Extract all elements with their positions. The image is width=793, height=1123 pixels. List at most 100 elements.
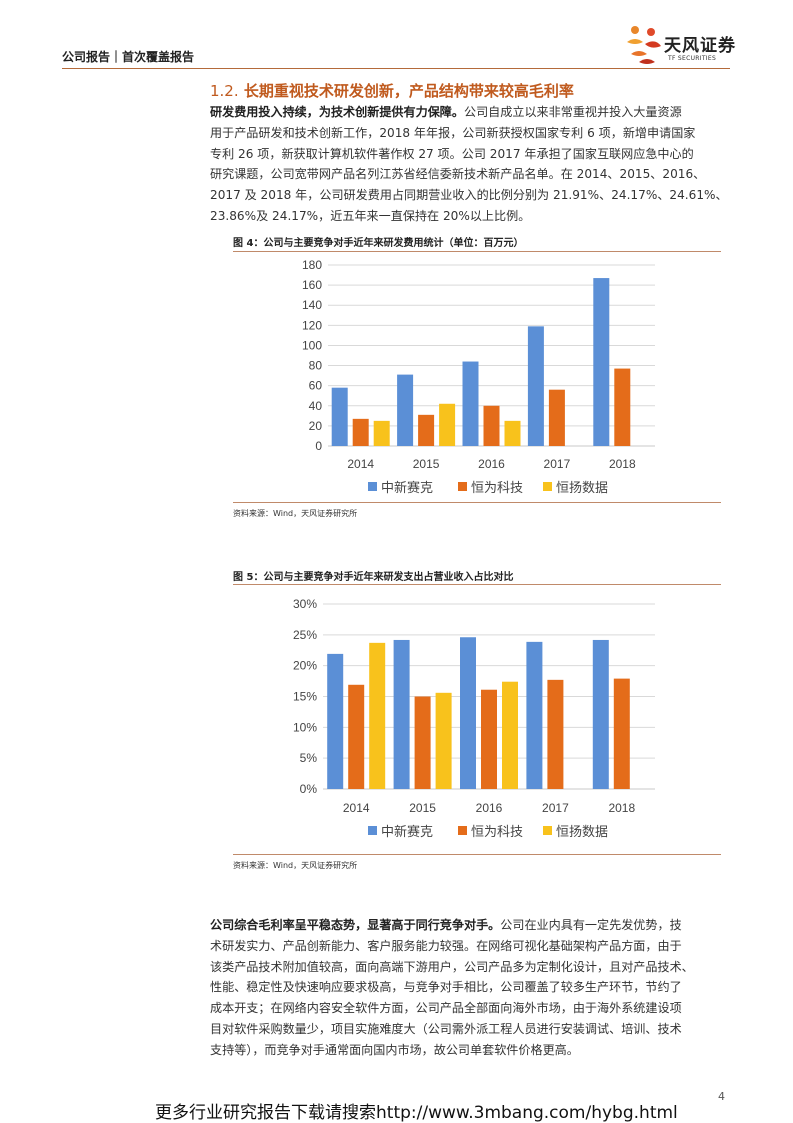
y-tick-label: 20 — [309, 419, 323, 433]
bar-2014-0 — [327, 653, 344, 789]
x-tick-label: 2017 — [542, 801, 569, 815]
paragraph-line: 性能、稳定性及快速响应要求极高，与竞争对手相比，公司覆盖了较多生产环节，节约了 — [210, 980, 682, 995]
legend-swatch — [368, 826, 377, 835]
bar-2014-1 — [352, 418, 369, 446]
legend-swatch — [368, 482, 377, 491]
figure-4-top-rule — [233, 251, 721, 252]
y-tick-label: 30% — [293, 597, 317, 611]
bar-2018-0 — [592, 639, 609, 789]
legend-label: 恒扬数据 — [556, 481, 608, 496]
figure-4-source: 资料来源：Wind，天风证券研究所 — [233, 509, 358, 518]
paragraph-line: 公司在业内具有一定先发优势，技 — [500, 918, 682, 932]
legend-label: 中新赛克 — [381, 480, 433, 496]
paragraph-line: 2017 及 2018 年，公司研发费用占同期营业收入的比例分别为 21.91%… — [210, 188, 728, 203]
bar-2017-1 — [548, 389, 565, 446]
figure-5-top-rule — [233, 584, 721, 585]
legend-swatch — [458, 826, 467, 835]
paragraph-line: 该类产品技术附加值较高，面向高端下游用户，公司产品多为定制化设计，且对产品技术、 — [210, 959, 694, 974]
y-tick-label: 10% — [293, 720, 317, 734]
tf-securities-logo-icon — [627, 26, 661, 64]
bar-2014-0 — [331, 387, 348, 446]
y-tick-label: 40 — [309, 399, 323, 413]
paragraph-line: 术研发实力、产品创新能力、客户服务能力较强。在网络可视化基础架构产品方面，由于 — [210, 938, 682, 953]
header-divider — [62, 68, 730, 69]
bar-2017-0 — [526, 641, 543, 789]
y-tick-label: 0% — [300, 782, 318, 796]
paragraph-line: 公司自成立以来非常重视并投入大量资源 — [463, 105, 682, 119]
figure-4-bottom-rule — [233, 502, 721, 503]
y-tick-label: 5% — [300, 751, 318, 765]
y-tick-label: 140 — [302, 298, 322, 312]
y-tick-label: 15% — [293, 690, 317, 704]
bar-2016-0 — [460, 637, 476, 789]
figure-5-title: 图 5：公司与主要竞争对手近年来研发支出占营业收入占比对比 — [233, 572, 514, 583]
x-tick-label: 2016 — [476, 801, 503, 815]
legend-swatch — [543, 482, 552, 491]
bar-2018-0 — [593, 278, 610, 446]
x-tick-label: 2016 — [478, 457, 505, 471]
bar-2018-1 — [613, 678, 630, 789]
legend-swatch — [543, 826, 552, 835]
x-tick-label: 2014 — [343, 801, 370, 815]
paragraph-rd-investment: 研发费用投入持续，为技术创新提供有力保障。公司自成立以来非常重视并投入大量资源 … — [210, 102, 729, 227]
legend-label: 恒为科技 — [471, 825, 523, 840]
bar-2014-1 — [348, 684, 365, 789]
paragraph-line: 专利 26 项，新获取计算机软件著作权 27 项。公司 2017 年承担了国家互… — [210, 146, 694, 161]
x-tick-label: 2015 — [409, 801, 436, 815]
legend-label: 恒扬数据 — [556, 825, 608, 840]
figure-4-chart: 0 20 40 60 80 100 120 140 160 180 2014 2015 2016 2017… — [302, 258, 655, 496]
y-tick-label: 80 — [309, 359, 323, 373]
bar-2015-2 — [435, 692, 452, 789]
page-number: 4 — [718, 1090, 725, 1103]
y-tick-label: 120 — [302, 318, 322, 332]
report-type-header: 公司报告｜首次覆盖报告 — [62, 50, 195, 64]
y-tick-label: 20% — [293, 659, 317, 673]
x-tick-label: 2017 — [544, 457, 571, 471]
bar-2016-2 — [504, 420, 521, 446]
paragraph-line: 成本开支；在网络内容安全软件方面，公司产品全部面向海外市场，由于海外系统建设项 — [210, 1001, 682, 1016]
paragraph-line: 用于产品研发和技术创新工作，2018 年年报，公司新获授权国家专利 6 项，新增… — [210, 125, 696, 140]
paragraph-line: 23.86%及 24.17%，近五年来一直保持在 20%以上比例。 — [210, 208, 531, 223]
bar-2016-1 — [481, 689, 497, 789]
logo-english-name: TF SECURITIES — [668, 55, 717, 62]
legend-label: 恒为科技 — [471, 481, 523, 496]
x-tick-label: 2014 — [347, 457, 374, 471]
section-number: 1.2. — [210, 82, 239, 100]
bar-2015-1 — [414, 696, 431, 789]
y-tick-label: 60 — [309, 379, 323, 393]
legend-swatch — [458, 482, 467, 491]
y-tick-label: 160 — [302, 278, 322, 292]
y-tick-label: 25% — [293, 628, 317, 642]
bar-2018-1 — [614, 368, 631, 446]
legend-label: 中新赛克 — [381, 824, 433, 840]
x-tick-label: 2018 — [608, 801, 635, 815]
figure-5-source: 资料来源：Wind，天风证券研究所 — [233, 861, 358, 870]
paragraph-line: 目对软件采购数量少，项目实施难度大（公司需外派工程人员进行安装调试、培训、技术 — [210, 1021, 682, 1036]
footer-download-notice: 更多行业研究报告下载请搜索http://www.3mbang.com/hybg.… — [155, 1103, 678, 1123]
logo-chinese-name: 天风证券 — [664, 36, 736, 56]
bar-2017-1 — [547, 679, 564, 789]
x-tick-label: 2015 — [413, 457, 440, 471]
x-tick-label: 2018 — [609, 457, 636, 471]
bar-2015-1 — [418, 414, 435, 446]
paragraph-line: 支持等），而竞争对手通常面向国内市场，故公司单套软件价格更高。 — [210, 1042, 579, 1057]
paragraph-line: 研究课题，公司宽带网产品名列江苏省经信委新技术新产品名单。在 2014、2015… — [210, 167, 706, 182]
y-tick-label: 0 — [315, 439, 322, 453]
paragraph-lead: 公司综合毛利率呈平稳态势，显著高于同行竞争对手。 — [210, 918, 501, 932]
paragraph-gross-margin: 公司综合毛利率呈平稳态势，显著高于同行竞争对手。公司在业内具有一定先发优势，技 … — [210, 915, 729, 1061]
paragraph-lead: 研发费用投入持续，为技术创新提供有力保障。 — [210, 105, 464, 119]
section-title-text: 长期重视技术研发创新，产品结构带来较高毛利率 — [243, 82, 574, 100]
bar-2014-2 — [369, 642, 386, 789]
bar-2015-0 — [397, 374, 414, 446]
y-tick-label: 100 — [302, 338, 322, 352]
bar-2016-1 — [483, 405, 500, 446]
bar-2015-0 — [393, 639, 410, 789]
figure-5-bottom-rule — [233, 854, 721, 855]
bar-2016-2 — [502, 681, 518, 789]
figure-4-title: 图 4：公司与主要竞争对手近年来研发费用统计（单位：百万元） — [233, 238, 524, 249]
y-tick-label: 180 — [302, 258, 322, 272]
section-title: 1.2. 长期重视技术研发创新，产品结构带来较高毛利率 — [210, 80, 574, 101]
bar-2016-0 — [462, 361, 479, 446]
figure-5-chart: 0% 5% 10% 15% 20% 25% 30% 2014 2015 2016 2017 2018 中… — [293, 597, 655, 840]
bar-2017-0 — [527, 326, 544, 446]
